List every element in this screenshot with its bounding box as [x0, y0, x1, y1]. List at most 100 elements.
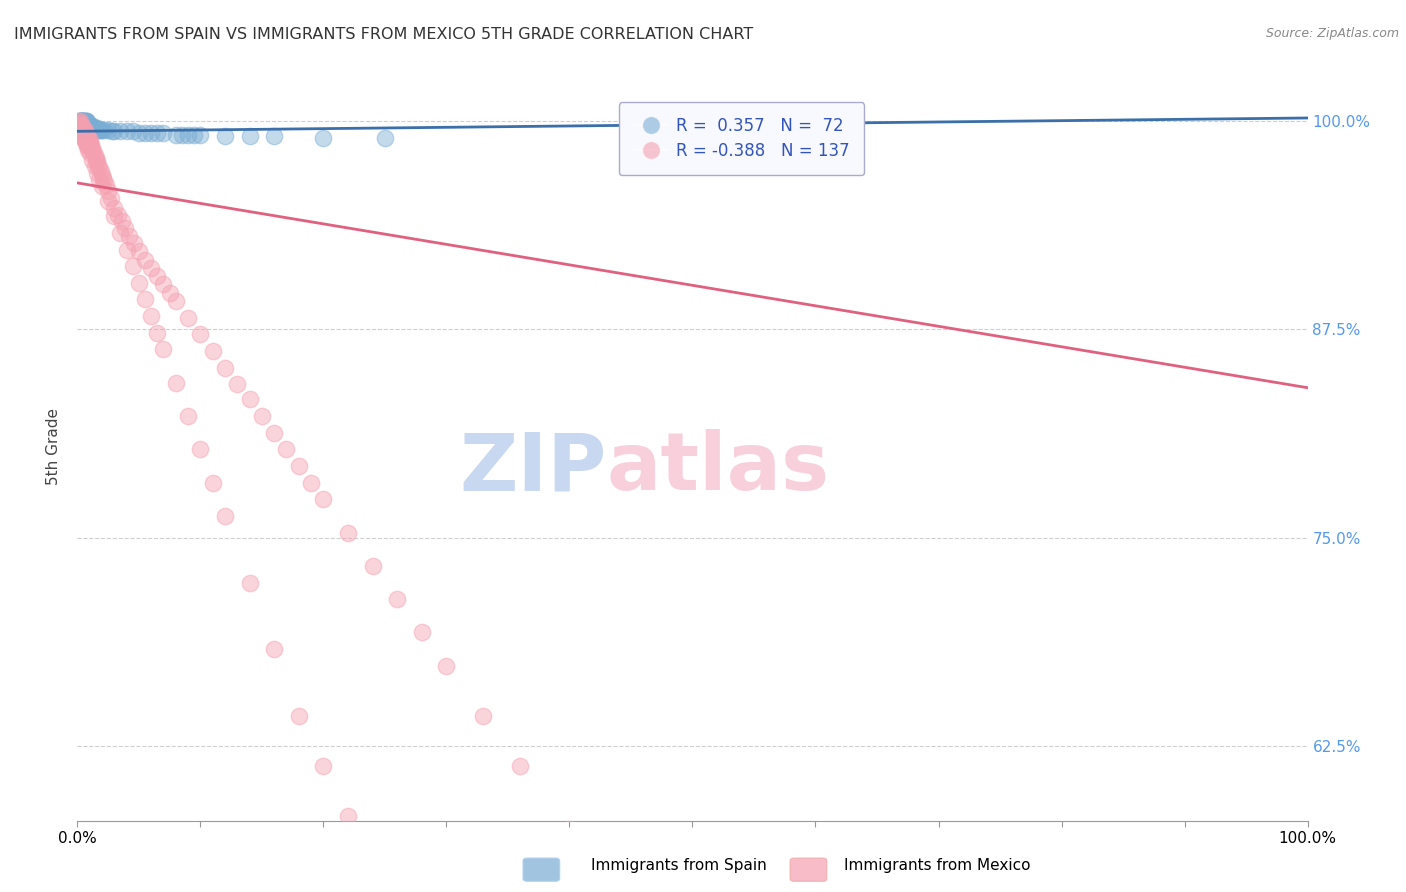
Point	[70, 114, 93, 128]
Point	[70, 118, 93, 132]
Text: Immigrants from Spain: Immigrants from Spain	[591, 858, 766, 872]
Point	[170, 128, 193, 142]
Point	[239, 575, 262, 590]
Point	[288, 458, 311, 473]
Point	[115, 243, 138, 257]
Text: IMMIGRANTS FROM SPAIN VS IMMIGRANTS FROM MEXICO 5TH GRADE CORRELATION CHART: IMMIGRANTS FROM SPAIN VS IMMIGRANTS FROM…	[14, 27, 754, 42]
Point	[72, 118, 94, 132]
Point	[84, 154, 107, 169]
Point	[70, 118, 93, 132]
Point	[72, 128, 94, 142]
Point	[73, 114, 96, 128]
Point	[134, 252, 156, 267]
Point	[188, 327, 212, 342]
Point	[183, 128, 205, 142]
Point	[73, 129, 96, 144]
Point	[82, 145, 104, 159]
Point	[75, 133, 97, 147]
Point	[77, 134, 100, 148]
Point	[75, 136, 97, 150]
Point	[141, 126, 163, 140]
Point	[84, 151, 107, 165]
Point	[436, 658, 458, 673]
Point	[111, 214, 132, 228]
Point	[86, 120, 108, 135]
Point	[97, 184, 120, 198]
Point	[82, 120, 104, 134]
Point	[83, 159, 105, 173]
Point	[70, 114, 93, 128]
Point	[70, 129, 93, 144]
Point	[89, 122, 111, 136]
Point	[121, 124, 143, 138]
Point	[70, 120, 93, 134]
Point	[152, 126, 174, 140]
Point	[93, 174, 115, 188]
Point	[146, 126, 169, 140]
Point	[337, 808, 360, 822]
Point	[337, 525, 360, 540]
Point	[103, 201, 125, 215]
Point	[67, 114, 90, 128]
Point	[73, 118, 96, 132]
Point	[607, 880, 630, 892]
Point	[312, 131, 335, 145]
Point	[82, 153, 104, 167]
Point	[263, 129, 285, 144]
Point	[87, 122, 110, 136]
Point	[75, 120, 97, 134]
Point	[89, 161, 111, 175]
Point	[79, 145, 101, 160]
Point	[70, 124, 93, 138]
Point	[75, 114, 97, 128]
Point	[411, 625, 433, 640]
Point	[72, 120, 94, 134]
Point	[82, 120, 104, 135]
Point	[188, 128, 212, 142]
Point	[558, 822, 581, 836]
Point	[70, 114, 93, 128]
Point	[214, 129, 236, 144]
Point	[110, 226, 132, 240]
Point	[69, 120, 91, 135]
Point	[134, 293, 156, 307]
Point	[72, 114, 94, 128]
Point	[177, 128, 200, 142]
Point	[90, 122, 114, 136]
Point	[89, 172, 111, 186]
Point	[226, 377, 249, 392]
Point	[97, 194, 120, 209]
Point	[87, 158, 110, 172]
Point	[103, 124, 125, 138]
Point	[80, 137, 103, 152]
Point	[361, 558, 384, 573]
Point	[82, 141, 104, 155]
Point	[73, 122, 96, 136]
Point	[239, 392, 262, 407]
Point	[214, 508, 236, 523]
Point	[385, 592, 409, 607]
Point	[72, 131, 94, 145]
Point	[115, 124, 138, 138]
Point	[128, 126, 150, 140]
Point	[79, 120, 101, 134]
Point	[159, 285, 181, 300]
Point	[69, 114, 91, 128]
Text: Immigrants from Mexico: Immigrants from Mexico	[844, 858, 1031, 872]
Point	[121, 259, 143, 273]
Point	[75, 118, 97, 132]
Point	[70, 120, 93, 134]
Point	[312, 758, 335, 772]
Point	[84, 120, 107, 135]
Point	[177, 409, 200, 423]
Point	[70, 114, 93, 128]
Point	[82, 145, 104, 159]
Point	[70, 120, 93, 135]
Y-axis label: 5th Grade: 5th Grade	[46, 408, 62, 484]
Point	[70, 126, 93, 140]
Point	[165, 376, 187, 390]
Point	[70, 114, 93, 128]
Point	[70, 114, 93, 128]
Point	[67, 118, 90, 132]
Point	[107, 208, 129, 222]
